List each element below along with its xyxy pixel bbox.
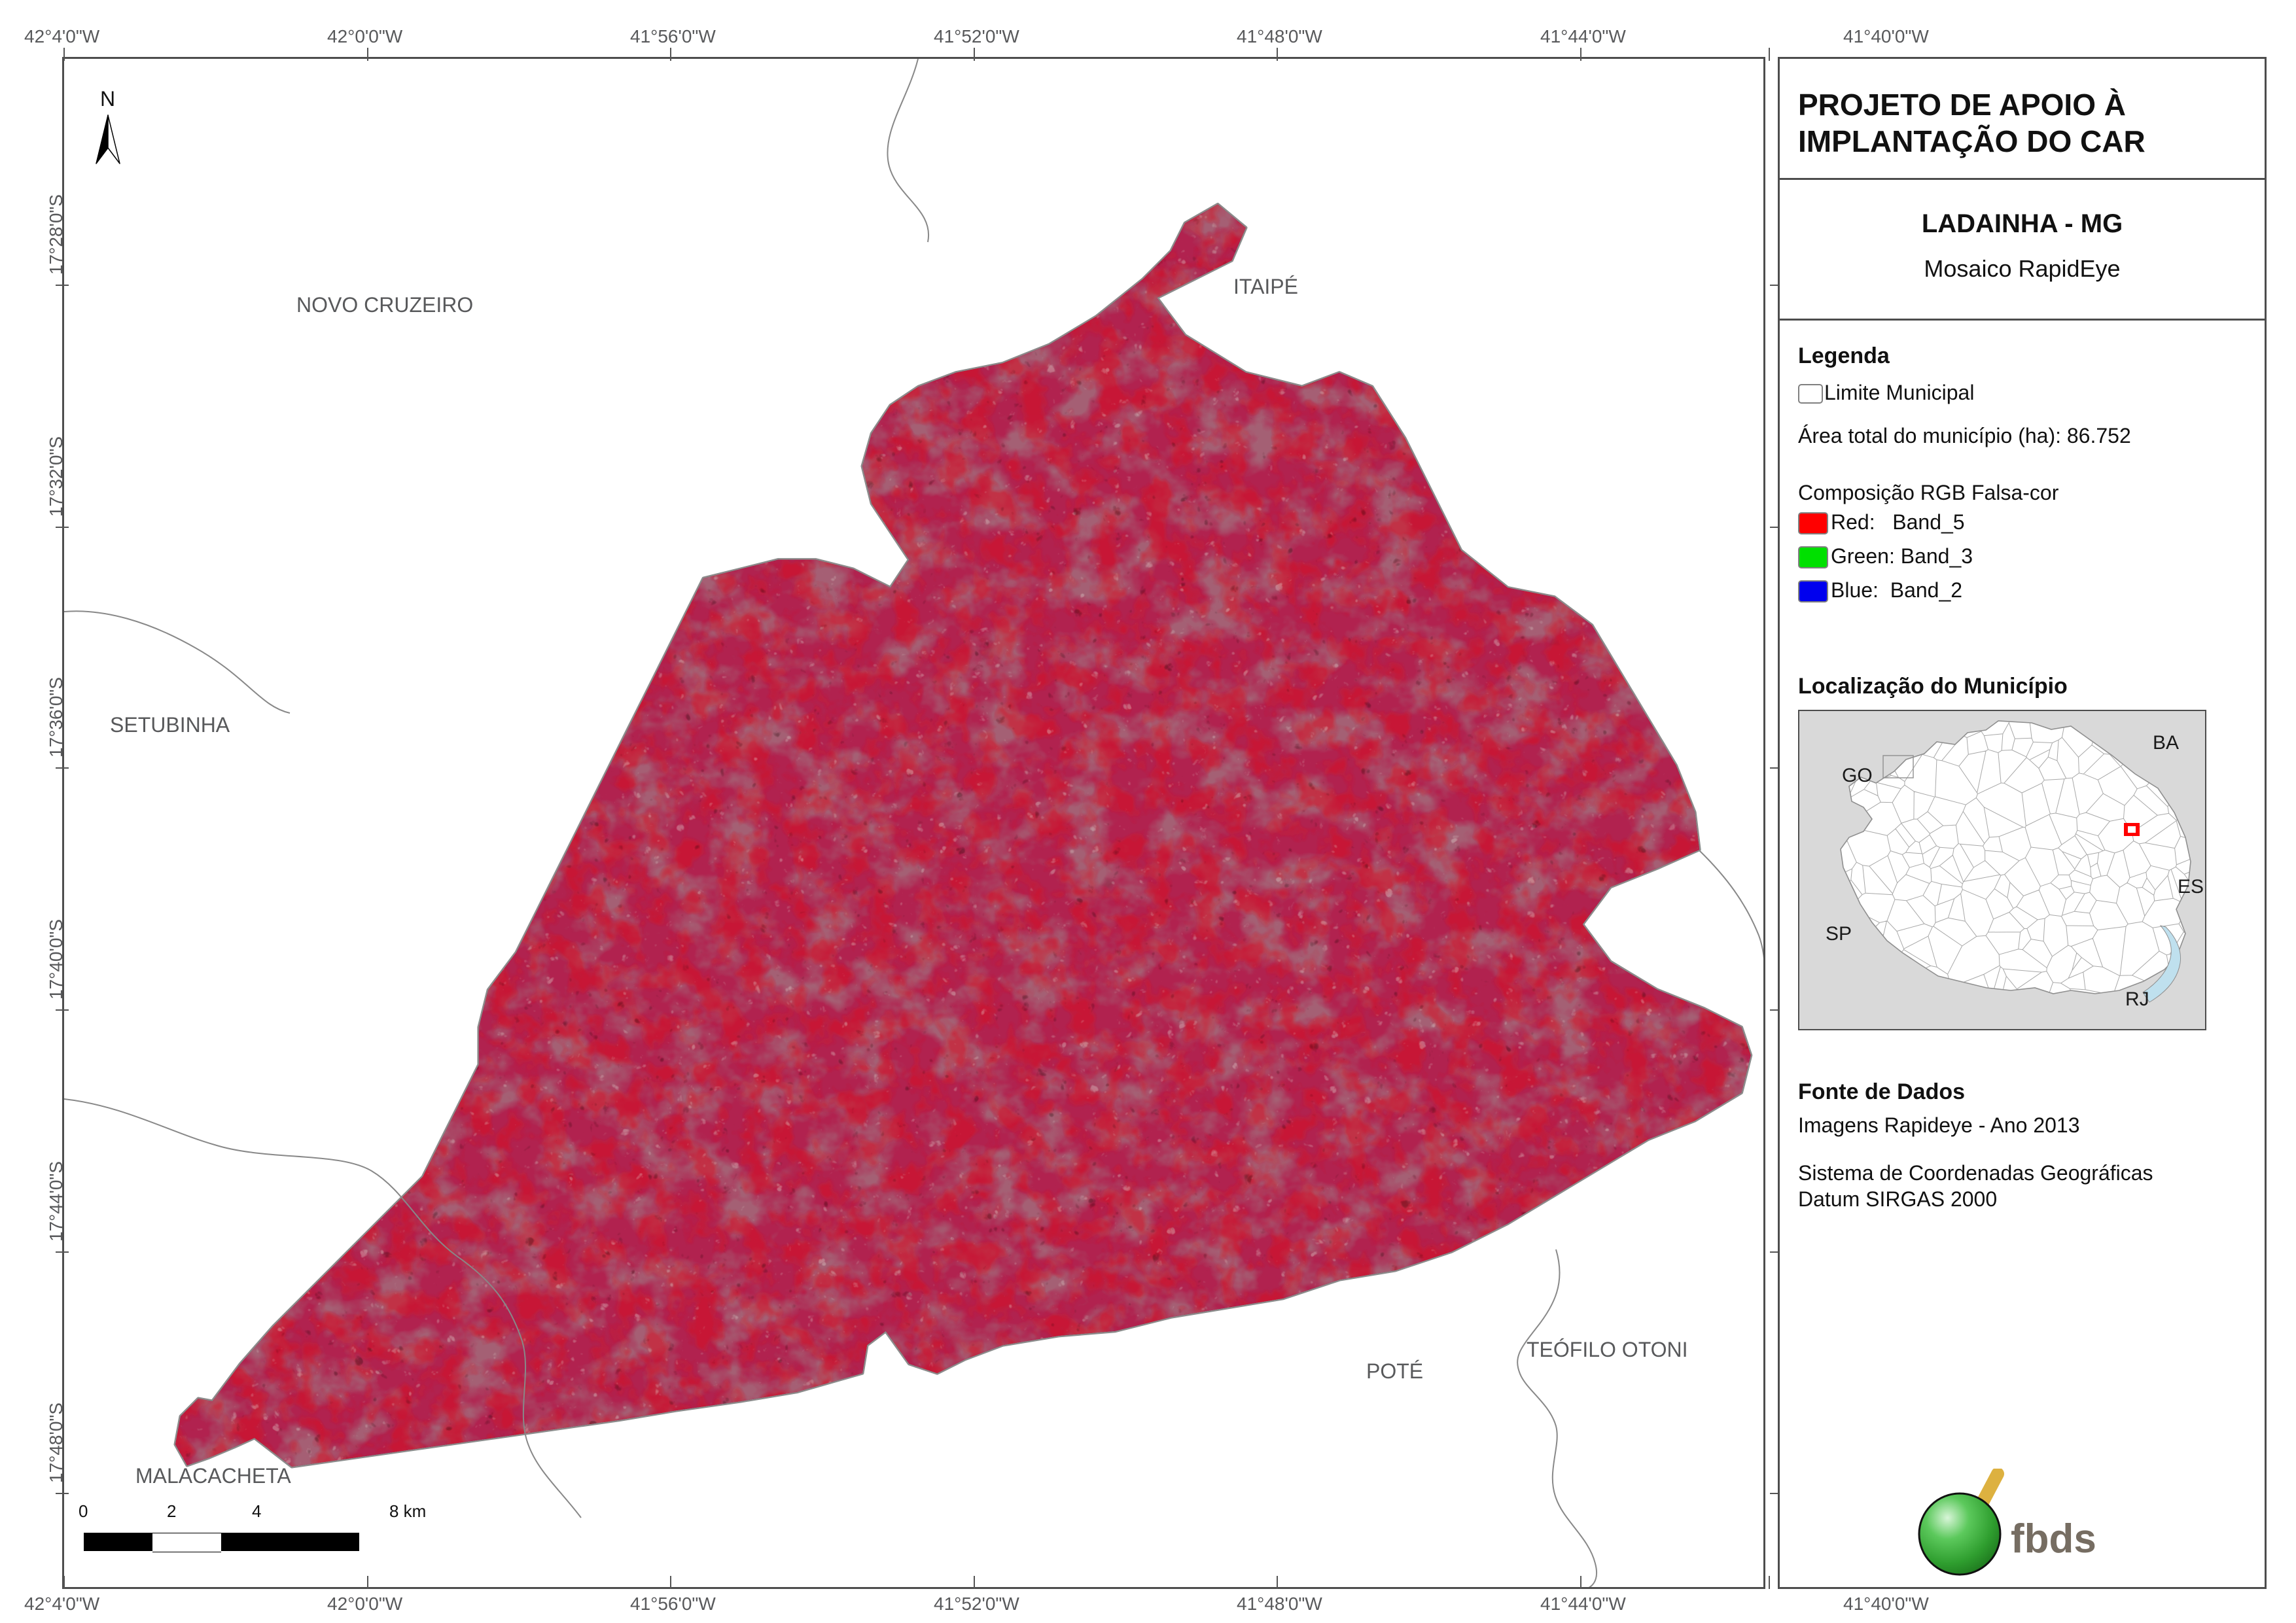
svg-text:fbds: fbds [2011, 1516, 2096, 1562]
svg-text:GO: GO [1842, 765, 1873, 786]
svg-text:SP: SP [1826, 923, 1852, 945]
svg-text:RJ: RJ [2125, 988, 2149, 1010]
svg-text:ES: ES [2178, 876, 2204, 898]
svg-text:N: N [100, 90, 115, 111]
svg-text:BA: BA [2153, 732, 2179, 754]
